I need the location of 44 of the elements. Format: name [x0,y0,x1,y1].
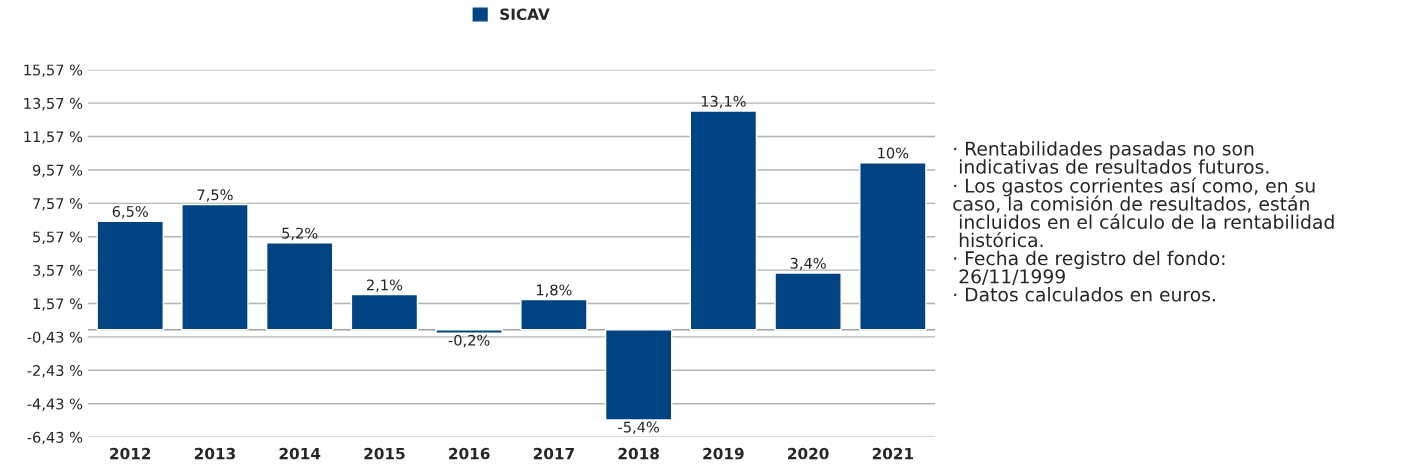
x-tick-label: 2012 [110,447,151,460]
y-tick-label: 5,57 % [33,231,83,244]
x-tick-label: 2018 [618,447,659,460]
y-tick-label: -6,43 % [27,431,83,445]
y-tick-label: 7,57 % [33,198,83,211]
data-label: 10% [878,147,909,159]
bar [520,298,588,331]
data-label: 13,1% [701,95,746,109]
data-label: 7,5% [197,189,233,202]
bar [350,293,419,331]
x-tick-label: 2021 [872,447,914,460]
x-tick-label: 2014 [279,447,321,460]
data-label: 3,4% [790,257,826,271]
y-tick-label: 1,57 % [33,298,83,311]
legend-label: SICAV [500,8,550,20]
x-tick-label: 2017 [533,447,574,460]
y-tick-label: 11,57 % [24,131,83,144]
bar [774,272,842,331]
y-tick-label: -2,43 % [27,365,83,378]
data-label: -5,4% [618,421,659,435]
data-label: 2,1% [366,279,403,292]
x-tick-label: 2016 [449,447,490,460]
bar [181,203,249,331]
y-tick-label: 15,57 % [24,64,83,77]
bar [96,220,164,331]
x-tick-label: 2013 [194,447,235,460]
y-tick-label: -4,43 % [27,398,83,411]
y-tick-label: -0,43 % [27,331,83,345]
data-label: 6,5% [112,205,148,219]
x-tick-label: 2020 [788,447,829,460]
bar [689,110,758,331]
bar [859,162,927,331]
y-tick-label: 9,57 % [32,164,83,178]
text: · Rentabilidades pasadas no son indicativas de resultados futuros. · Los gastos corrientes así como, en su caso, la comisión de resultados, están incluidos en el cálculo de la rentabilidad histórica. · Fecha de registro del fondo: 26/11/1999 · Datos calculados en euros. [953,141,1334,302]
data-label: -0,2% [448,334,490,348]
x-tick-label: 2019 [703,447,744,460]
y-tick-label: 3,57 % [33,264,83,278]
bar [435,329,503,334]
data-label: 5,2% [282,227,318,241]
y-tick-label: 13,57 % [24,97,83,111]
data-label: 1,8% [536,284,572,297]
x-tick-label: 2015 [364,447,405,460]
bar [604,329,673,421]
bar [265,242,334,331]
